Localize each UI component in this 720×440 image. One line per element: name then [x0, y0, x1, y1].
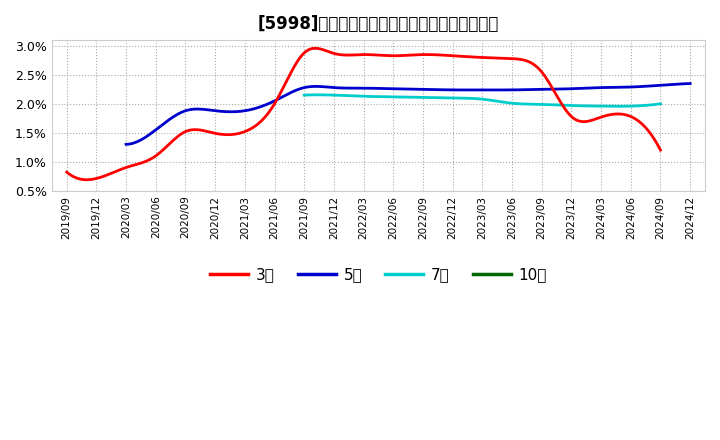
Title: [5998]　当期純利益マージンの標準偏差の推移: [5998] 当期純利益マージンの標準偏差の推移	[258, 15, 499, 33]
Legend: 3年, 5年, 7年, 10年: 3年, 5年, 7年, 10年	[204, 261, 553, 289]
